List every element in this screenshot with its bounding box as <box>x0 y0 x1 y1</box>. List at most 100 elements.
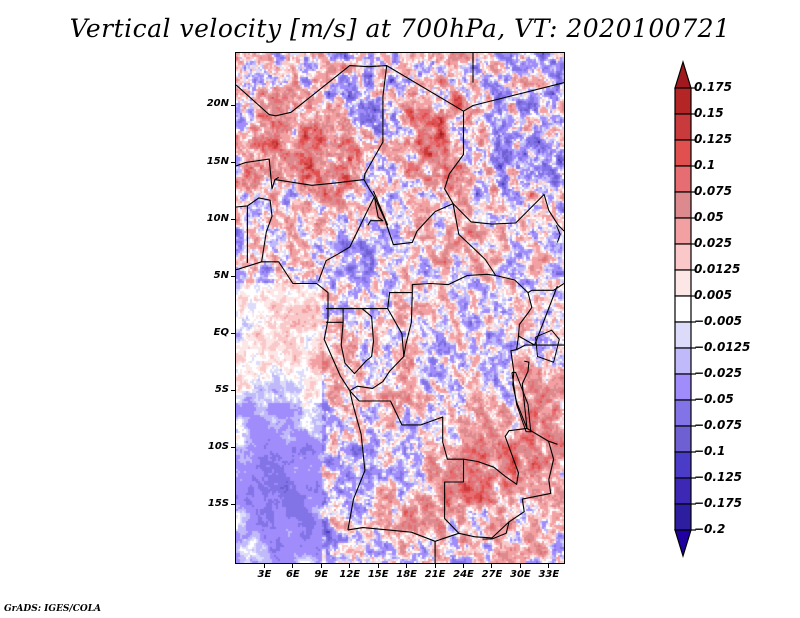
country-boundary <box>326 308 344 323</box>
colorbar-swatch <box>674 399 692 427</box>
y-tick-mark <box>231 504 236 506</box>
x-tick-label: 6E <box>285 569 300 580</box>
country-boundary <box>236 261 351 391</box>
grads-credit: GrADS: IGES/COLA <box>4 604 102 614</box>
colorbar-label: −0.05 <box>694 392 734 406</box>
colorbar-label: −0.1 <box>694 444 726 458</box>
country-boundary <box>274 176 279 181</box>
x-tick-mark <box>434 563 436 568</box>
country-boundary <box>452 193 564 232</box>
country-boundary <box>349 308 405 392</box>
y-tick-mark <box>231 104 236 106</box>
country-boundary <box>236 158 384 226</box>
colorbar-label: −0.005 <box>694 314 743 328</box>
x-tick-mark <box>377 563 379 568</box>
country-boundaries <box>236 53 564 563</box>
colorbar-label: −0.0125 <box>694 340 751 354</box>
colorbar-swatch <box>674 243 692 271</box>
y-tick-label: 5N <box>213 269 229 281</box>
country-boundary <box>521 360 558 445</box>
y-tick-mark <box>231 333 236 335</box>
x-tick-label: 15E <box>367 569 389 580</box>
colorbar-label: 0.025 <box>694 236 732 250</box>
country-boundary <box>516 344 564 351</box>
colorbar-label: 0.075 <box>694 184 732 198</box>
vertical-velocity-field <box>236 53 564 563</box>
x-tick-label: 24E <box>453 569 474 580</box>
x-tick-mark <box>292 563 294 568</box>
x-tick-label: 3E <box>257 569 272 580</box>
x-tick-mark <box>548 563 550 568</box>
x-tick-label: 12E <box>339 569 361 580</box>
lake-outline <box>535 329 560 363</box>
y-tick-label: 20N <box>206 98 229 110</box>
y-tick-mark <box>231 447 236 449</box>
y-tick-label: 10N <box>206 212 229 224</box>
colorbar-label: −0.175 <box>694 496 743 510</box>
colorbar-swatch <box>674 165 692 193</box>
x-tick-label: 21E <box>424 569 446 580</box>
colorbar-label: 0.125 <box>694 132 732 146</box>
colorbar-extend-max <box>674 59 692 89</box>
colorbar-label: −0.125 <box>694 470 743 484</box>
country-boundary <box>317 196 564 294</box>
y-tick-label: EQ <box>213 326 229 338</box>
x-tick-mark <box>519 563 521 568</box>
colorbar-swatch <box>674 191 692 219</box>
x-tick-label: 30E <box>510 569 531 580</box>
colorbar-swatch <box>674 269 692 297</box>
map-plot-area <box>236 53 564 563</box>
chart-title: Vertical velocity [m/s] at 700hPa, VT: 2… <box>69 14 731 43</box>
country-boundary <box>474 440 555 539</box>
y-tick-mark <box>231 219 236 221</box>
colorbar-label: 0.0125 <box>694 262 741 276</box>
y-tick-label: 15S <box>207 497 229 509</box>
colorbar-label: −0.075 <box>694 418 743 432</box>
colorbar-label: 0.175 <box>694 80 732 94</box>
colorbar-swatch <box>674 347 692 375</box>
colorbar-swatch <box>674 321 692 349</box>
colorbar-swatch <box>674 503 692 531</box>
colorbar <box>674 59 696 559</box>
x-tick-mark <box>491 563 493 568</box>
country-boundary <box>372 190 389 226</box>
x-tick-mark <box>320 563 322 568</box>
lake-outline <box>511 372 532 433</box>
y-tick-mark <box>231 390 236 392</box>
x-tick-mark <box>406 563 408 568</box>
y-tick-mark <box>231 276 236 278</box>
colorbar-swatch <box>674 295 692 323</box>
y-tick-mark <box>231 162 236 164</box>
colorbar-swatch <box>674 373 692 401</box>
colorbar-extend-min <box>674 529 692 559</box>
colorbar-label: 0.05 <box>694 210 724 224</box>
colorbar-label: 0.005 <box>694 288 732 302</box>
colorbar-swatch <box>674 217 692 245</box>
country-boundary <box>236 197 273 262</box>
country-boundary <box>349 390 476 538</box>
country-boundary <box>347 390 366 530</box>
lake-outline <box>555 225 561 243</box>
colorbar-swatch <box>674 477 692 505</box>
colorbar-label: −0.025 <box>694 366 743 380</box>
x-tick-label: 33E <box>538 569 560 580</box>
country-boundary <box>363 65 388 180</box>
y-tick-label: 5S <box>214 383 229 395</box>
country-boundary <box>340 308 375 375</box>
colorbar-swatch <box>674 113 692 141</box>
x-tick-label: 9E <box>314 569 329 580</box>
x-tick-mark <box>263 563 265 568</box>
x-tick-label: 27E <box>481 569 503 580</box>
country-boundary <box>518 285 558 346</box>
colorbar-swatch <box>674 139 692 167</box>
colorbar-swatch <box>674 451 692 479</box>
country-boundary <box>482 521 510 540</box>
colorbar-label: −0.2 <box>694 522 726 536</box>
country-boundary <box>463 82 564 112</box>
x-tick-mark <box>349 563 351 568</box>
country-boundary <box>347 527 459 542</box>
colorbar-label: 0.1 <box>694 158 716 172</box>
colorbar-label: 0.15 <box>694 106 724 120</box>
x-tick-label: 18E <box>396 569 417 580</box>
country-boundary <box>326 273 496 310</box>
